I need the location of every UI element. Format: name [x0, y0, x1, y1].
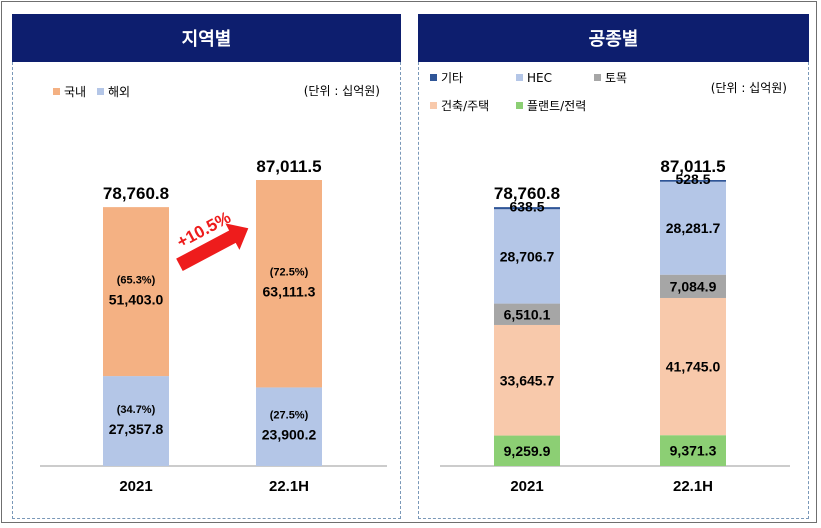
value-label: 63,111.3	[263, 284, 316, 300]
panel-by-region: 지역별 (단위 : 십억원) 국내 해외 (34.7%) 27,357.8 (65.3%)…	[12, 14, 401, 519]
legend-swatch	[97, 88, 104, 95]
percent-label: (34.7%)	[117, 404, 156, 416]
legend-entry: 국내	[64, 85, 86, 99]
total-label: 87,011.5	[660, 157, 725, 176]
growth-arrow-shape	[176, 223, 249, 272]
value-label: 7,084.9	[670, 278, 717, 294]
bar-segment	[660, 180, 726, 182]
total-label: 78,760.8	[103, 184, 169, 203]
bar-segment	[494, 303, 560, 325]
bar-segment	[660, 297, 726, 436]
percent-label: (27.5%)	[270, 410, 309, 422]
category-label: 22.1H	[269, 478, 309, 495]
legend-swatch	[516, 74, 523, 81]
bar-segment	[494, 324, 560, 436]
category-label: 22.1H	[673, 478, 713, 495]
bar-segment	[494, 207, 560, 210]
bar-segment	[494, 209, 560, 304]
value-label: 28,706.7	[500, 248, 555, 264]
panel-title-work-type: 공종별	[418, 14, 809, 62]
value-label: 638.5	[509, 199, 544, 215]
growth-arrow: +10.5%	[174, 208, 249, 272]
value-label: 41,745.0	[666, 359, 721, 375]
panel-title-region: 지역별	[12, 14, 401, 62]
legend-entry: 토목	[605, 71, 627, 85]
legend-entry: HEC	[527, 71, 552, 85]
panel-body-work-type	[418, 62, 809, 519]
bar-segment	[660, 435, 726, 466]
value-label: 9,371.3	[670, 443, 717, 459]
value-label: 28,281.7	[666, 220, 721, 236]
legend-swatch	[430, 102, 437, 109]
legend-swatch	[430, 74, 437, 81]
legend-entry: 플랜트/전력	[527, 99, 586, 113]
bar-segment	[660, 181, 726, 275]
legend-entry: 해외	[108, 85, 130, 99]
bar-segment	[660, 274, 726, 298]
region-chart: (단위 : 십억원) 국내 해외 (34.7%) 27,357.8 (65.3%) 51,4…	[40, 84, 387, 495]
value-label: 51,403.0	[109, 292, 164, 308]
value-label: 6,510.1	[504, 306, 551, 322]
category-label: 2021	[510, 478, 543, 495]
bar-segment	[103, 207, 169, 377]
value-label: 27,357.8	[109, 421, 164, 437]
bar-segment	[494, 435, 560, 466]
legend-swatch	[53, 88, 60, 95]
value-label: 23,900.2	[262, 427, 317, 443]
value-label: 528.5	[675, 171, 710, 187]
bar-segment	[256, 180, 322, 388]
value-label: 9,259.9	[504, 443, 551, 459]
percent-label: (65.3%)	[117, 275, 156, 287]
legend-swatch	[516, 102, 523, 109]
bar-segment	[103, 376, 169, 466]
legend-entry: 기타	[441, 71, 463, 85]
category-label: 2021	[119, 478, 152, 495]
bar-segment	[256, 387, 322, 466]
unit-label: (단위 : 십억원)	[711, 81, 787, 95]
panel-body-region	[12, 62, 401, 519]
legend-entry: 건축/주택	[441, 99, 489, 113]
legend-swatch	[594, 74, 601, 81]
value-label: 33,645.7	[500, 372, 555, 388]
unit-label: (단위 : 십억원)	[304, 84, 380, 98]
total-label: 78,760.8	[494, 184, 560, 203]
total-label: 87,011.5	[256, 157, 321, 176]
percent-label: (72.5%)	[270, 267, 309, 279]
